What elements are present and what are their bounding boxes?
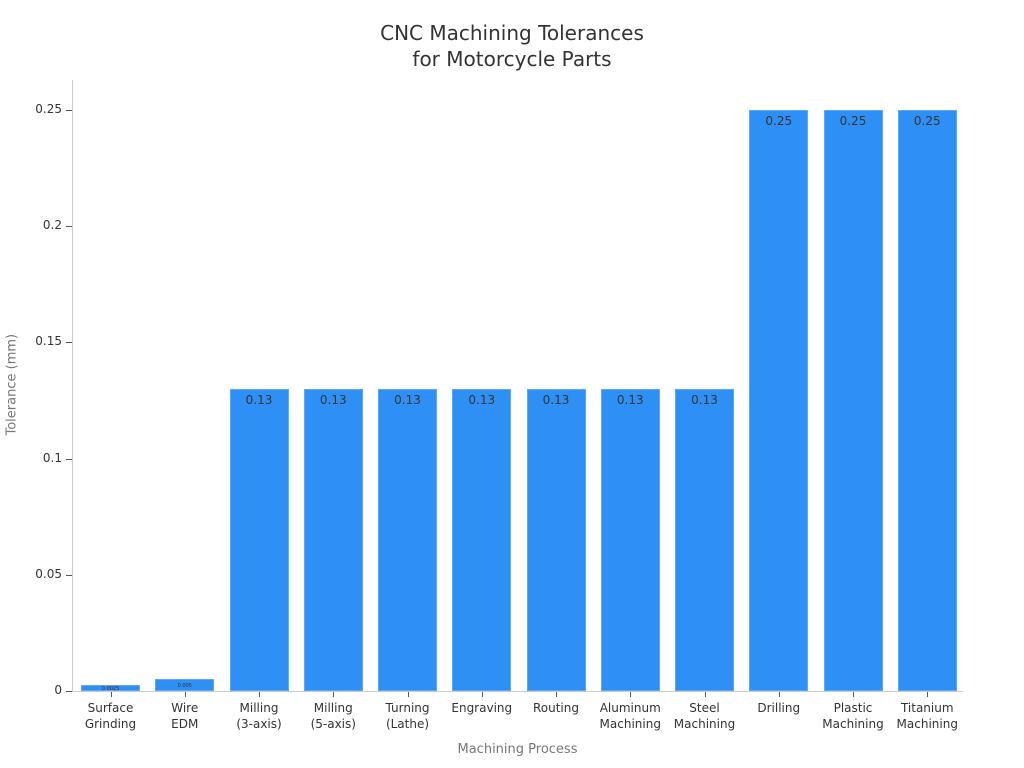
y-tick-label: 0.1 [42,450,62,465]
chart-title-line-1: CNC Machining Tolerances [380,21,644,45]
y-tick-label: 0.25 [35,102,62,116]
y-tick-mark [66,342,72,344]
bar: 0.13 [229,388,289,691]
x-tick-label-line: Steel [689,701,720,715]
x-tick-mark [927,692,929,697]
y-tick-label: 0.05 [35,566,62,581]
x-tick-label-line: Wire [171,701,199,715]
y-tick-label: 0.2 [42,218,62,233]
x-tick-label: Routing [516,700,596,732]
y-axis-label: Tolerance (mm) [4,333,20,436]
bar: 0.13 [600,388,660,691]
x-tick-mark [110,692,112,697]
x-tick-label-line: (5-axis) [310,717,356,731]
x-tick-label-line: Machining [673,717,736,731]
bar: 0.13 [675,388,734,691]
x-tick-label-line [739,716,819,732]
x-tick-mark [407,692,409,697]
bar-value-label: 0.25 [913,114,941,128]
x-tick-label: Milling (5-axis) [293,700,373,732]
x-tick-label-line: Engraving [451,701,513,715]
x-tick-mark [259,692,260,697]
x-tick-label-line: Aluminum [599,701,661,715]
x-tick-label-line: Milling [313,701,353,715]
x-tick-label: Steel Machining [665,700,745,732]
x-tick-label-line: (3-axis) [236,717,282,731]
bar: 0.005 [155,679,215,691]
x-tick-label: Drilling [739,700,819,732]
x-tick-label: Wire EDM [145,700,225,732]
x-tick-mark [481,692,483,697]
bar: 0.13 [378,388,437,691]
bar: 0.25 [897,110,957,691]
x-tick-mark [556,692,557,697]
bar-value-label: 0.005 [177,683,192,690]
bar: 0.25 [749,110,809,691]
x-tick-mark [704,692,706,697]
x-tick-mark [184,692,186,697]
x-tick-mark [630,692,632,697]
x-tick-label: Aluminum Machining [590,700,670,732]
bar: 0.13 [452,388,512,691]
x-tick-label: Turning (Lathe) [368,700,448,732]
y-tick-label: 0.15 [35,334,62,349]
y-tick-mark [66,226,72,228]
bar-value-label: 0.0025 [101,686,120,693]
x-tick-label: Milling (3-axis) [219,700,299,732]
x-tick-label-line: Turning [385,701,430,715]
x-tick-label-line: Machining [822,717,884,731]
x-tick-label-line: Titanium [900,701,954,715]
bar-value-label: 0.13 [616,392,644,407]
x-tick-label: Surface Grinding [71,700,151,732]
x-tick-label-line [516,716,596,732]
y-tick-mark [66,691,72,692]
bar-value-label: 0.13 [245,392,273,407]
bar-value-label: 0.13 [691,392,718,407]
chart-title: CNC Machining Tolerances for Motorcycle … [0,20,1024,72]
x-tick-label: Titanium Machining [887,700,967,732]
y-tick-label: 0 [54,683,62,697]
bar-value-label: 0.25 [839,114,867,128]
x-tick-label-line: Routing [532,701,579,715]
x-tick-label-line: Grinding [84,717,137,731]
x-axis-label: Machining Process [457,742,578,757]
bar: 0.0025 [81,685,140,693]
y-tick-mark [66,110,72,111]
chart-title-line-2: for Motorcycle Parts [412,47,612,71]
x-tick-label-line: Milling [239,701,279,715]
x-tick-label: Plastic Machining [813,700,893,732]
x-tick-label-line [442,716,522,732]
x-tick-label-line: Machining [599,717,661,731]
y-tick-mark [66,574,72,576]
bar: 0.13 [526,388,586,691]
x-tick-mark [853,692,854,697]
x-tick-mark [333,692,335,697]
y-axis-line [72,80,73,692]
x-tick-label-line: Plastic [833,701,873,715]
x-tick-label-line: Drilling [757,701,801,715]
x-tick-mark [778,692,780,697]
x-axis-line [72,691,963,692]
bar-value-label: 0.25 [765,114,793,128]
bar: 0.13 [303,388,363,691]
x-tick-label-line: EDM [171,717,199,731]
x-tick-label: Engraving [442,700,522,732]
bar: 0.25 [823,110,883,691]
x-tick-label-line: Machining [896,717,958,731]
bar-value-label: 0.13 [394,392,421,407]
bar-value-label: 0.13 [319,392,347,407]
x-tick-label-line: (Lathe) [385,717,430,731]
bar-value-label: 0.13 [468,392,496,407]
bar-value-label: 0.13 [542,392,570,407]
y-tick-mark [66,458,72,460]
x-tick-label-line: Surface [87,701,134,715]
